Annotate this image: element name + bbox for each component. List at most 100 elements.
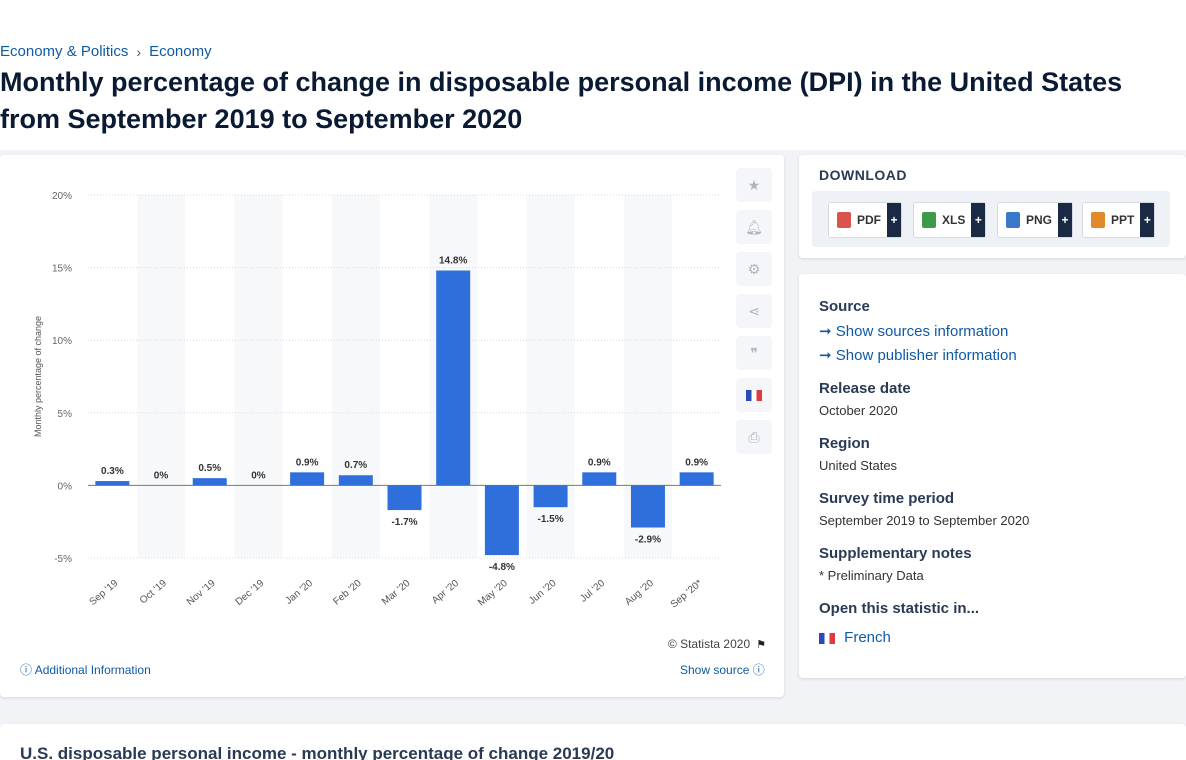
info-circle-icon: ⓘ: [20, 663, 33, 677]
bar: [290, 472, 325, 486]
bar: [192, 478, 227, 486]
related-statistic-card: U.S. disposable personal income - monthl…: [0, 724, 1186, 760]
release-date-value: October 2020: [819, 403, 898, 418]
breadcrumb-separator: ›: [136, 43, 142, 60]
download-title: DOWNLOAD: [819, 167, 907, 183]
x-tick-label: Oct '19: [138, 578, 169, 607]
region-value: United States: [819, 458, 898, 473]
x-tick-label: May '20: [476, 578, 510, 609]
y-tick-label: 0%: [58, 481, 73, 492]
breadcrumb: Economy & Politics › Economy: [0, 43, 212, 60]
bar: [582, 472, 617, 486]
page-title: Monthly percentage of change in disposab…: [0, 67, 1123, 134]
region-label: Region: [819, 435, 870, 452]
y-tick-label: -5%: [54, 554, 72, 565]
additional-info-label: Additional Information: [34, 663, 151, 677]
show-publisher-link[interactable]: ➞ Show publisher information: [819, 346, 1017, 364]
header-band: [0, 0, 1186, 150]
x-tick-label: Aug '20: [623, 578, 656, 608]
y-tick-label: 10%: [52, 336, 72, 347]
show-publisher-label: Show publisher information: [835, 347, 1017, 364]
ppt-label: PPT: [1111, 213, 1135, 227]
png-icon: [1006, 212, 1020, 228]
xls-icon: [922, 212, 936, 228]
data-label: 0.5%: [198, 463, 221, 474]
x-tick-label: Jan '20: [284, 578, 316, 607]
breadcrumb-economy[interactable]: Economy: [149, 43, 212, 60]
x-tick-label: Nov '19: [185, 578, 218, 608]
open-french-link[interactable]: French: [819, 629, 891, 646]
bar-chart: 20% 15% 10% 5% 0% -5% Monthly percentage of ch…: [33, 191, 721, 611]
pdf-icon: [837, 212, 851, 228]
survey-period-label: Survey time period: [819, 490, 955, 507]
data-label: 0%: [251, 470, 266, 481]
open-statistic-label: Open this statistic in...: [819, 600, 980, 617]
related-statistic-title: U.S. disposable personal income - monthl…: [20, 744, 615, 760]
data-label: -2.9%: [635, 535, 661, 546]
y-tick-label: 5%: [58, 409, 73, 420]
french-flag-icon[interactable]: [736, 378, 772, 412]
column-band: [137, 195, 186, 558]
bar: [679, 472, 714, 486]
plus-icon: +: [971, 203, 986, 237]
y-axis-label: Monthly percentage of change: [33, 316, 43, 437]
x-tick-label: Jul '20: [578, 578, 607, 605]
data-label: -4.8%: [489, 562, 515, 573]
data-label: -1.5%: [538, 514, 564, 525]
x-tick-label: Jun '20: [527, 578, 559, 607]
y-tick-label: 15%: [52, 264, 72, 275]
source-label: Source: [819, 298, 870, 315]
star-icon[interactable]: ★: [736, 168, 772, 202]
bar: [436, 270, 471, 486]
x-tick-label: Feb '20: [331, 578, 364, 608]
bar: [484, 485, 519, 556]
statistic-info-card: Source ➞ Show sources information ➞ Show…: [799, 274, 1186, 678]
data-label: 0.7%: [344, 460, 367, 471]
flag-icon[interactable]: ⚑: [756, 638, 766, 651]
x-tick-label: Mar '20: [380, 578, 413, 608]
data-label: 0.3%: [101, 466, 124, 477]
data-label: 0%: [154, 470, 169, 481]
statista-copyright: © Statista 2020 ⚑: [668, 637, 766, 651]
info-circle-icon: ⓘ: [752, 663, 765, 677]
bar: [387, 485, 422, 511]
breadcrumb-economy-politics[interactable]: Economy & Politics: [0, 43, 129, 60]
column-band: [234, 195, 283, 558]
column-band: [331, 195, 380, 558]
download-xls-button[interactable]: XLS +: [913, 202, 987, 238]
data-label: 0.9%: [296, 457, 319, 468]
x-tick-label: Sep '19: [87, 578, 120, 608]
data-label: 0.9%: [588, 457, 611, 468]
plus-icon: +: [887, 203, 901, 237]
bar: [95, 481, 130, 486]
gear-icon[interactable]: ⚙: [736, 252, 772, 286]
xls-label: XLS: [942, 213, 966, 227]
plus-icon: +: [1058, 203, 1073, 237]
download-pdf-button[interactable]: PDF +: [828, 202, 902, 238]
show-sources-label: Show sources information: [835, 323, 1009, 340]
bar: [338, 475, 373, 486]
ppt-icon: [1091, 212, 1105, 228]
x-tick-label: Sep '20*: [669, 578, 705, 611]
download-ppt-button[interactable]: PPT +: [1082, 202, 1156, 238]
x-tick-label: Apr '20: [430, 578, 461, 607]
plus-icon: +: [1140, 203, 1155, 237]
download-png-button[interactable]: PNG +: [997, 202, 1074, 238]
print-icon[interactable]: ⎙: [736, 420, 772, 454]
bell-icon[interactable]: 🔔︎: [736, 210, 772, 244]
arrow-right-icon: ➞: [819, 323, 832, 340]
png-label: PNG: [1026, 213, 1053, 227]
x-tick-label: Dec '19: [234, 578, 267, 608]
show-source-link[interactable]: Show source ⓘ: [680, 661, 765, 678]
arrow-right-icon: ➞: [819, 347, 832, 364]
share-icon[interactable]: ⋖: [736, 294, 772, 328]
survey-period-value: September 2019 to September 2020: [819, 513, 1030, 528]
download-buttons: PDF + XLS + PNG + PPT +: [812, 191, 1170, 247]
data-label: 14.8%: [439, 256, 467, 267]
bar: [533, 485, 568, 508]
quote-icon[interactable]: ❞: [736, 336, 772, 370]
supplementary-notes-label: Supplementary notes: [819, 545, 972, 562]
supplementary-notes-value: * Preliminary Data: [819, 568, 924, 583]
additional-info-link[interactable]: ⓘ Additional Information: [20, 661, 151, 678]
show-sources-link[interactable]: ➞ Show sources information: [819, 322, 1008, 340]
